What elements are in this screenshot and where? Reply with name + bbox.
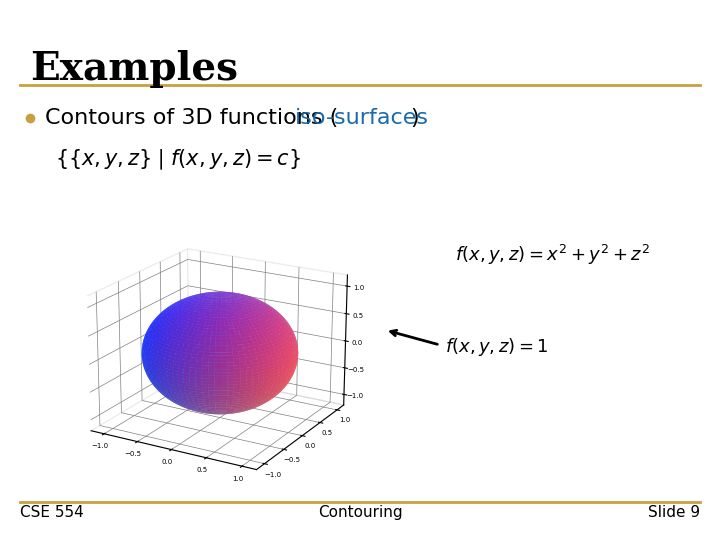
Text: $f(x, y, z) = x^2 + y^2 + z^2$: $f(x, y, z) = x^2 + y^2 + z^2$ [455,243,650,267]
Text: Contours of 3D functions (: Contours of 3D functions ( [45,108,338,128]
Text: Examples: Examples [30,50,238,88]
Text: Slide 9: Slide 9 [648,505,700,520]
Text: $\{\{x, y, z\} \mid f(x, y, z) = c\}$: $\{\{x, y, z\} \mid f(x, y, z) = c\}$ [55,148,301,172]
Text: ): ) [410,108,418,128]
Text: $f(x, y, z) = 1$: $f(x, y, z) = 1$ [445,336,549,358]
Text: iso-surfaces: iso-surfaces [294,108,428,128]
Text: CSE 554: CSE 554 [20,505,84,520]
Text: Contouring: Contouring [318,505,402,520]
